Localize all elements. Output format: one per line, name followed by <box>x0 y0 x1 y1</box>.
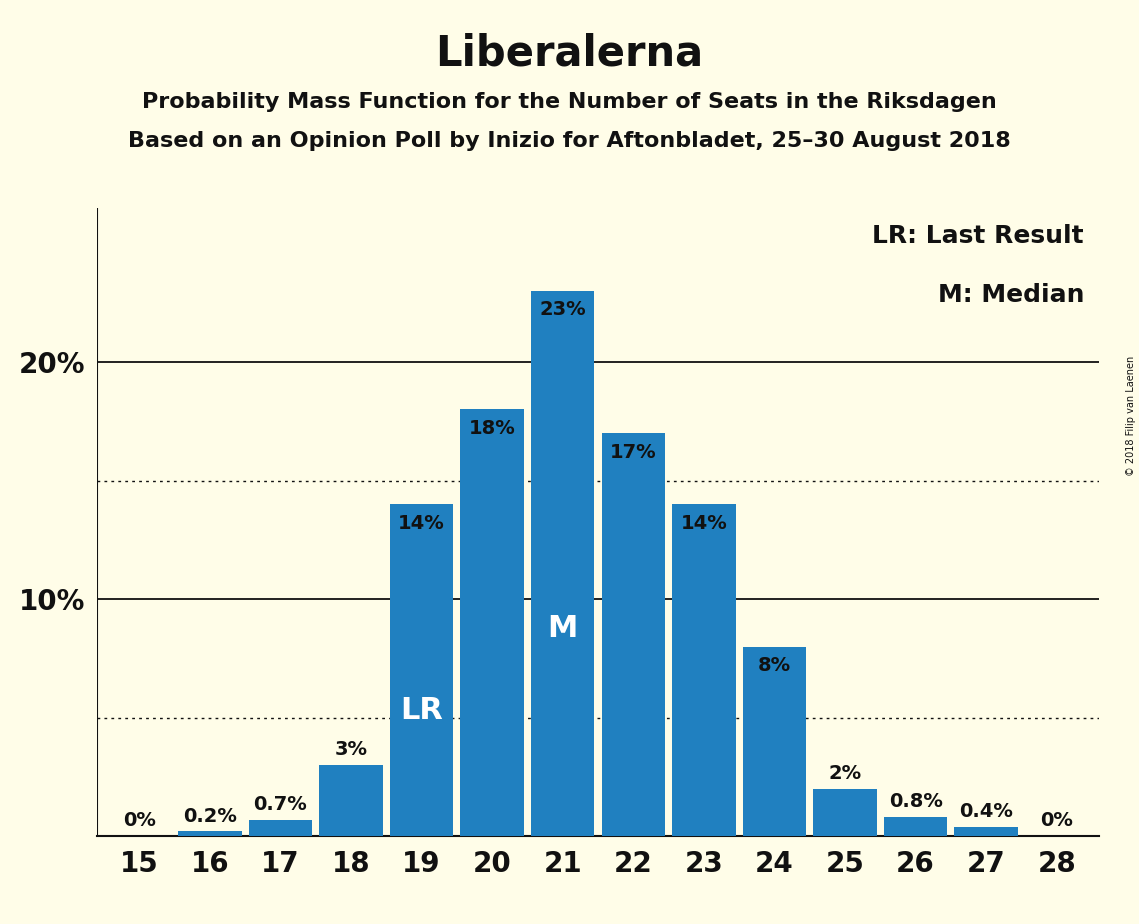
Text: 18%: 18% <box>469 419 516 438</box>
Text: 0%: 0% <box>123 811 156 831</box>
Bar <box>390 505 453 836</box>
Text: Based on an Opinion Poll by Inizio for Aftonbladet, 25–30 August 2018: Based on an Opinion Poll by Inizio for A… <box>128 131 1011 152</box>
Text: LR: Last Result: LR: Last Result <box>872 224 1084 248</box>
Text: 2%: 2% <box>828 764 861 783</box>
Bar <box>460 409 524 836</box>
Text: M: Median: M: Median <box>937 284 1084 308</box>
Bar <box>884 817 948 836</box>
Text: 23%: 23% <box>540 300 585 320</box>
Text: 0.2%: 0.2% <box>183 807 237 825</box>
Text: Liberalerna: Liberalerna <box>435 32 704 74</box>
Bar <box>319 765 383 836</box>
Text: 3%: 3% <box>335 740 368 760</box>
Bar <box>672 505 736 836</box>
Text: 8%: 8% <box>757 656 790 675</box>
Bar <box>813 789 877 836</box>
Bar <box>178 832 241 836</box>
Text: 14%: 14% <box>680 514 727 533</box>
Bar <box>743 647 806 836</box>
Text: 0%: 0% <box>1040 811 1073 831</box>
Text: 14%: 14% <box>399 514 445 533</box>
Text: 0.8%: 0.8% <box>888 792 943 811</box>
Text: 17%: 17% <box>611 443 656 462</box>
Bar <box>248 820 312 836</box>
Text: LR: LR <box>400 696 443 724</box>
Text: M: M <box>548 614 577 643</box>
Text: 0.4%: 0.4% <box>959 802 1013 821</box>
Text: Probability Mass Function for the Number of Seats in the Riksdagen: Probability Mass Function for the Number… <box>142 92 997 113</box>
Text: © 2018 Filip van Laenen: © 2018 Filip van Laenen <box>1126 356 1136 476</box>
Bar <box>601 433 665 836</box>
Bar <box>531 291 595 836</box>
Bar <box>954 827 1018 836</box>
Text: 0.7%: 0.7% <box>254 795 308 814</box>
